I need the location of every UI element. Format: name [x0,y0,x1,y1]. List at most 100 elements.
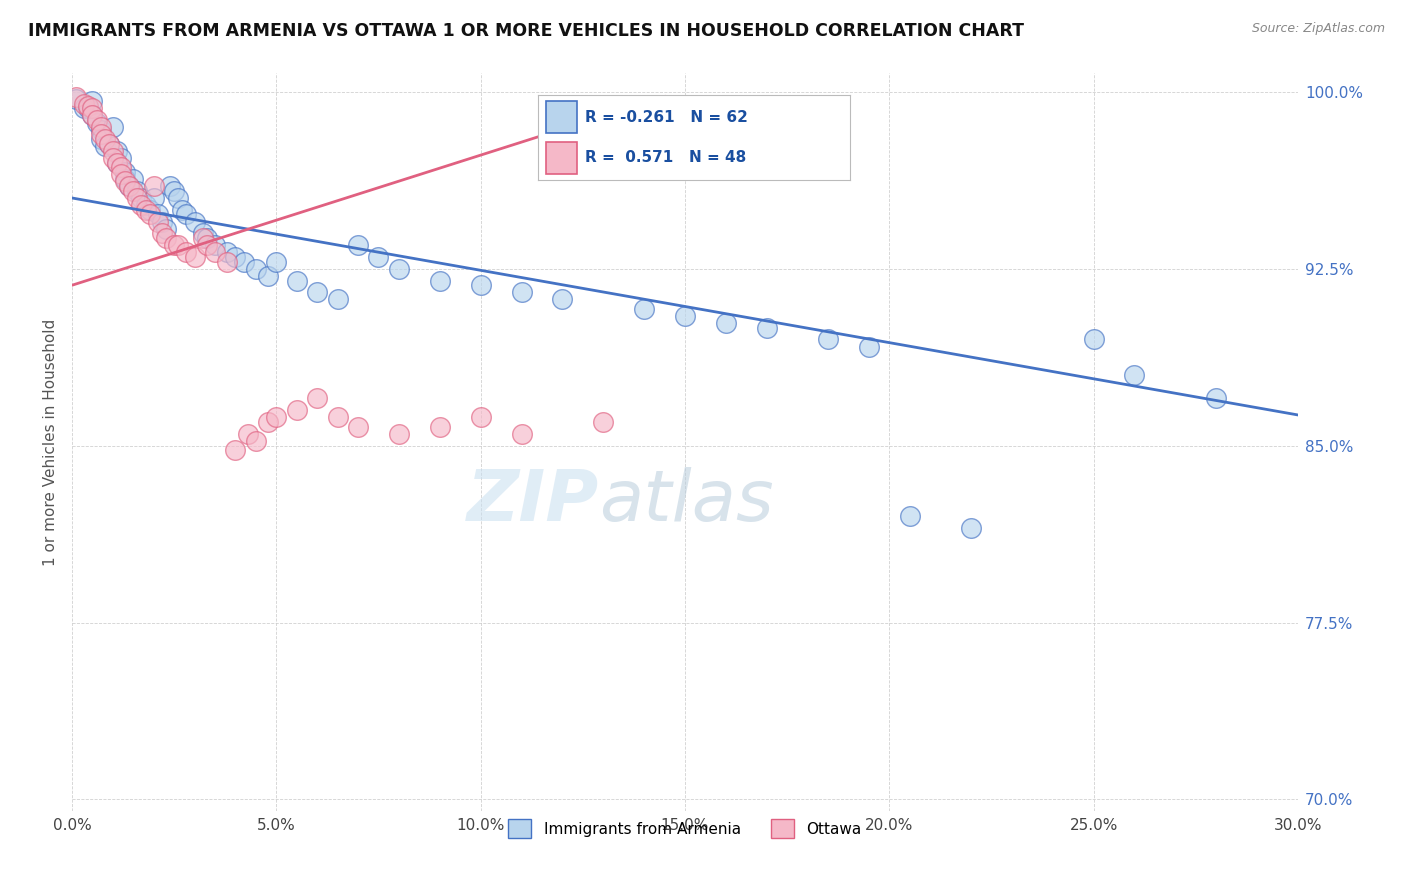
Point [131,198,153,212]
Point [146,207,169,221]
Point [90,122,112,136]
Point [326,410,349,425]
Point [266,410,288,425]
Point [90,128,112,142]
Point [150,227,173,241]
Point [127,184,149,198]
Point [114,174,136,188]
Point [131,191,153,205]
Point [285,403,308,417]
Point [90,120,112,135]
Point [204,245,226,260]
Point [183,214,205,228]
Point [86,113,108,128]
Point [236,426,259,441]
Point [176,207,198,221]
Point [73,101,96,115]
Point [551,293,574,307]
Point [110,151,132,165]
Point [673,309,696,323]
Text: IMMIGRANTS FROM ARMENIA VS OTTAWA 1 OR MORE VEHICLES IN HOUSEHOLD CORRELATION CH: IMMIGRANTS FROM ARMENIA VS OTTAWA 1 OR M… [28,22,1024,40]
Point [86,115,108,129]
Point [105,155,128,169]
Point [429,419,451,434]
Point [105,144,128,158]
Point [257,415,280,429]
Point [135,202,157,217]
Point [65,89,87,103]
Point [195,238,218,252]
Y-axis label: 1 or more Vehicles in Household: 1 or more Vehicles in Household [44,318,58,566]
Point [191,231,214,245]
Point [82,95,104,109]
Point [195,231,218,245]
Point [135,198,157,212]
Point [114,165,136,179]
Point [429,273,451,287]
Point [172,202,194,217]
Point [257,268,280,283]
Point [118,179,141,194]
Point [1123,368,1146,382]
Point [217,254,239,268]
Point [82,101,104,115]
Point [307,285,329,300]
Point [159,179,181,194]
Point [127,191,149,205]
Point [101,144,124,158]
Point [97,136,120,151]
Point [510,285,533,300]
Point [82,108,104,122]
Point [204,238,226,252]
Text: Source: ZipAtlas.com: Source: ZipAtlas.com [1251,22,1385,36]
Point [633,301,655,316]
Point [155,231,177,245]
Point [146,214,169,228]
Point [224,250,246,264]
Point [167,191,190,205]
Point [163,184,186,198]
Point [93,132,115,146]
Point [118,179,141,194]
Point [1083,333,1105,347]
Legend: Immigrants from Armenia, Ottawa: Immigrants from Armenia, Ottawa [502,814,868,844]
Point [142,191,165,205]
Point [122,184,145,198]
Point [388,426,411,441]
Point [347,419,370,434]
Point [90,132,112,146]
Point [73,96,96,111]
Point [245,261,267,276]
Point [347,238,370,252]
Point [217,245,239,260]
Point [114,172,136,186]
Point [163,238,186,252]
Point [110,168,132,182]
Point [138,207,160,221]
Point [65,92,87,106]
Point [285,273,308,287]
Point [510,426,533,441]
Point [592,415,614,429]
Point [183,250,205,264]
Text: ZIP: ZIP [467,467,599,535]
Text: atlas: atlas [599,467,773,535]
Point [93,139,115,153]
Point [101,120,124,135]
Point [110,161,132,175]
Point [191,227,214,241]
Point [176,245,198,260]
Point [224,443,246,458]
Point [367,250,389,264]
Point [232,254,254,268]
Point [138,202,160,217]
Point [77,101,100,115]
Point [150,214,173,228]
Point [898,509,921,524]
Point [714,316,737,330]
Point [77,99,100,113]
Point [245,434,267,448]
Point [326,293,349,307]
Point [388,261,411,276]
Point [266,254,288,268]
